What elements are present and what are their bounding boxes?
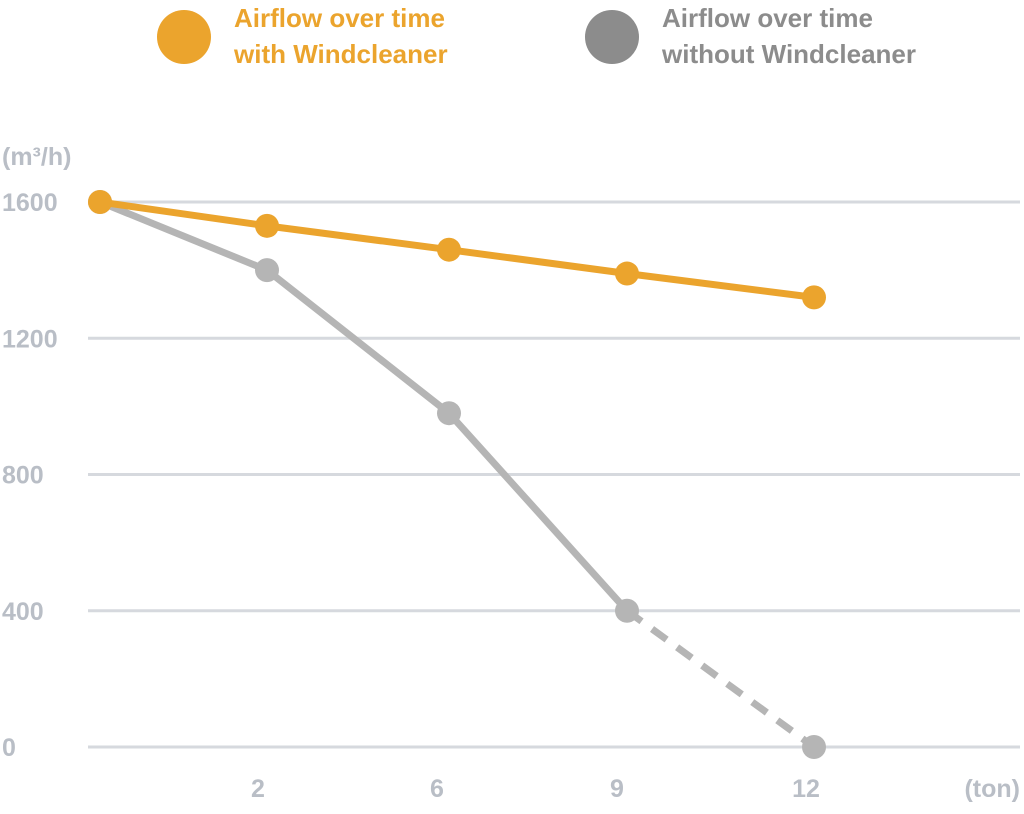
legend-label-without-windcleaner-line1: Airflow over time: [662, 3, 873, 33]
y-axis-unit-label: (m³/h): [2, 143, 71, 171]
series-layer: [88, 190, 826, 759]
series-1-point-3: [615, 598, 639, 623]
series-0-segment-2: [445, 246, 631, 278]
legend-label-with-windcleaner: Airflow over time with Windcleaner: [233, 3, 452, 69]
series-0-point-3: [615, 261, 639, 286]
x-tick-label-6: 6: [430, 775, 444, 803]
y-tick-label-400: 400: [2, 598, 44, 626]
gridlines: [88, 200, 1020, 749]
x-tick-label-9: 9: [610, 775, 624, 803]
series-1-segment-2: [445, 409, 631, 615]
y-tick-label-1200: 1200: [2, 325, 58, 353]
x-axis-unit-label: (ton): [964, 775, 1020, 803]
series-0-segment-0: [96, 198, 271, 230]
legend: Airflow over time with Windcleaner Airfl…: [157, 3, 916, 69]
x-tick-labels: 2 6 9 12: [251, 775, 820, 803]
legend-marker-without-windcleaner: [585, 10, 639, 64]
series-0-point-2: [437, 237, 461, 262]
series-1-segment-0: [96, 198, 271, 274]
series-0: [88, 190, 826, 310]
series-1-point-1: [255, 258, 279, 283]
y-tick-label-1600: 1600: [2, 189, 58, 217]
series-0-point-0: [88, 190, 112, 214]
legend-label-without-windcleaner: Airflow over time without Windcleaner: [661, 3, 916, 69]
y-tick-labels: 0 400 800 1200 1600: [2, 189, 58, 762]
series-0-point-4: [802, 285, 826, 310]
x-tick-label-2: 2: [251, 775, 265, 803]
legend-marker-with-windcleaner: [157, 10, 211, 64]
y-tick-label-0: 0: [2, 734, 16, 762]
x-tick-label-12: 12: [792, 775, 820, 803]
series-1-segment-3: [624, 607, 817, 750]
series-1-point-4: [802, 735, 826, 759]
series-0-segment-1: [263, 222, 453, 254]
series-1-segment-1: [263, 266, 453, 417]
legend-label-without-windcleaner-line2: without Windcleaner: [661, 39, 916, 69]
series-0-segment-3: [623, 270, 818, 301]
y-tick-label-800: 800: [2, 462, 44, 490]
series-1-point-2: [437, 401, 461, 426]
legend-label-with-windcleaner-line1: Airflow over time: [234, 3, 445, 33]
legend-label-with-windcleaner-line2: with Windcleaner: [233, 39, 448, 69]
series-0-point-1: [255, 213, 279, 238]
